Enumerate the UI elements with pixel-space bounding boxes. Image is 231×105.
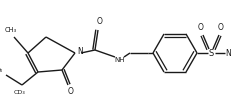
Text: O: O xyxy=(68,87,74,96)
Text: D₂: D₂ xyxy=(0,68,3,72)
Text: CH₃: CH₃ xyxy=(5,27,17,33)
Text: N: N xyxy=(77,47,82,56)
Text: CD₃: CD₃ xyxy=(14,89,26,94)
Text: S: S xyxy=(207,49,213,58)
Text: O: O xyxy=(97,18,103,26)
Text: O: O xyxy=(197,24,203,33)
Text: O: O xyxy=(217,24,223,33)
Text: NH₂: NH₂ xyxy=(225,49,231,58)
Text: NH: NH xyxy=(114,57,125,63)
